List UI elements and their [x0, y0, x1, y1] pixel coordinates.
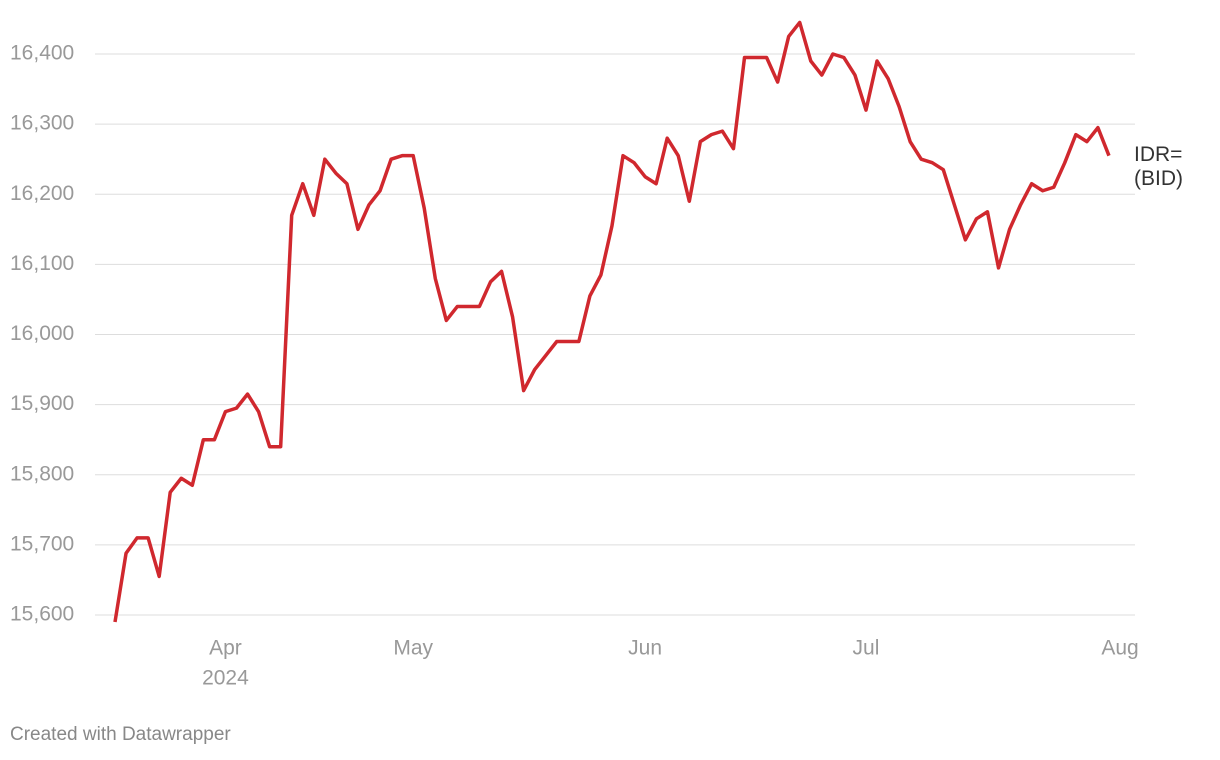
y-tick-label: 15,600: [10, 603, 74, 626]
y-tick-label: 16,000: [10, 322, 74, 345]
y-tick-label: 16,400: [10, 42, 74, 65]
x-tick-label: Jul: [853, 637, 880, 660]
y-tick-label: 15,900: [10, 392, 74, 415]
credit: Created with Datawrapper: [10, 724, 231, 745]
x-tick-sublabel: 2024: [202, 667, 249, 690]
y-tick-label: 16,100: [10, 252, 74, 275]
y-tick-label: 16,200: [10, 182, 74, 205]
series-line: [113, 20, 1111, 623]
y-tick-label: 16,300: [10, 112, 74, 135]
y-tick-label: 15,800: [10, 462, 74, 485]
y-tick-label: 15,700: [10, 532, 74, 555]
series-label: IDR= (BID): [1134, 143, 1183, 190]
x-tick-label: Jun: [628, 637, 662, 660]
x-tick-label: Aug: [1101, 637, 1138, 660]
x-tick-label: Apr: [209, 637, 242, 660]
x-tick-label: May: [393, 637, 433, 660]
